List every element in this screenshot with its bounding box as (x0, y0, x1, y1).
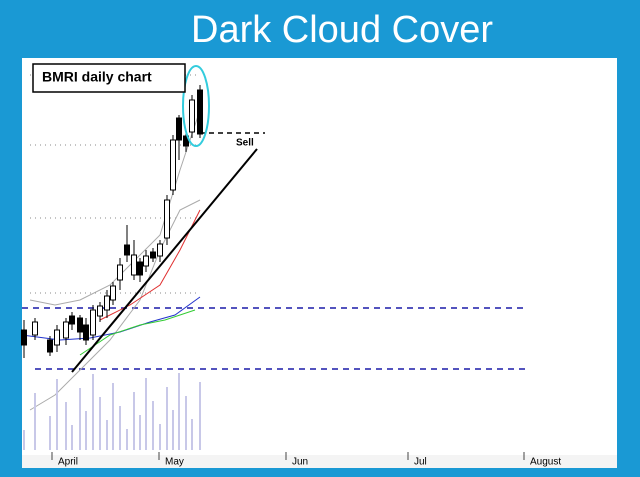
month-label: May (165, 457, 184, 468)
candle-body (47, 339, 53, 353)
candle-body (83, 324, 89, 341)
month-labels: April May Jun Jul August (51, 452, 561, 468)
slide-title: Dark Cloud Cover (191, 9, 493, 51)
candle-body (110, 285, 116, 301)
month-label: Jun (292, 457, 308, 468)
candle-body (32, 321, 38, 336)
candle-body (21, 329, 27, 346)
candle-body (150, 251, 156, 259)
trend-line (71, 148, 258, 373)
candles (21, 85, 203, 358)
candle-body (164, 199, 170, 239)
legend-box (32, 63, 186, 93)
candle-body (176, 117, 182, 141)
candle-body (143, 255, 149, 267)
candle-body (170, 139, 176, 191)
sell-label: Sell (236, 138, 254, 149)
time-axis (22, 455, 617, 468)
chart-panel (22, 58, 617, 455)
plot: Sell (21, 65, 528, 450)
candle-body (183, 135, 189, 147)
candle-body (63, 321, 69, 339)
candle-body (124, 244, 130, 256)
highlight-ellipse (182, 65, 210, 147)
candle-body (104, 295, 110, 311)
legend-text: BMRI daily chart (42, 69, 152, 85)
ma-green (79, 309, 196, 356)
candle-body (197, 89, 203, 135)
candle-body (97, 305, 103, 317)
candle-body (90, 309, 96, 336)
candle-body (131, 254, 137, 276)
volume (23, 373, 201, 450)
candle-body (157, 243, 163, 257)
band-lower (29, 199, 201, 411)
month-label: August (530, 457, 561, 468)
candle-body (54, 329, 60, 346)
band-upper (29, 109, 201, 306)
candle-body (69, 315, 75, 325)
month-label: April (58, 457, 78, 468)
ma-red (99, 209, 201, 321)
candle-body (137, 261, 143, 276)
month-label: Jul (414, 457, 427, 468)
candle-body (77, 317, 83, 333)
candle-body (117, 264, 123, 281)
candle-body (189, 99, 195, 133)
